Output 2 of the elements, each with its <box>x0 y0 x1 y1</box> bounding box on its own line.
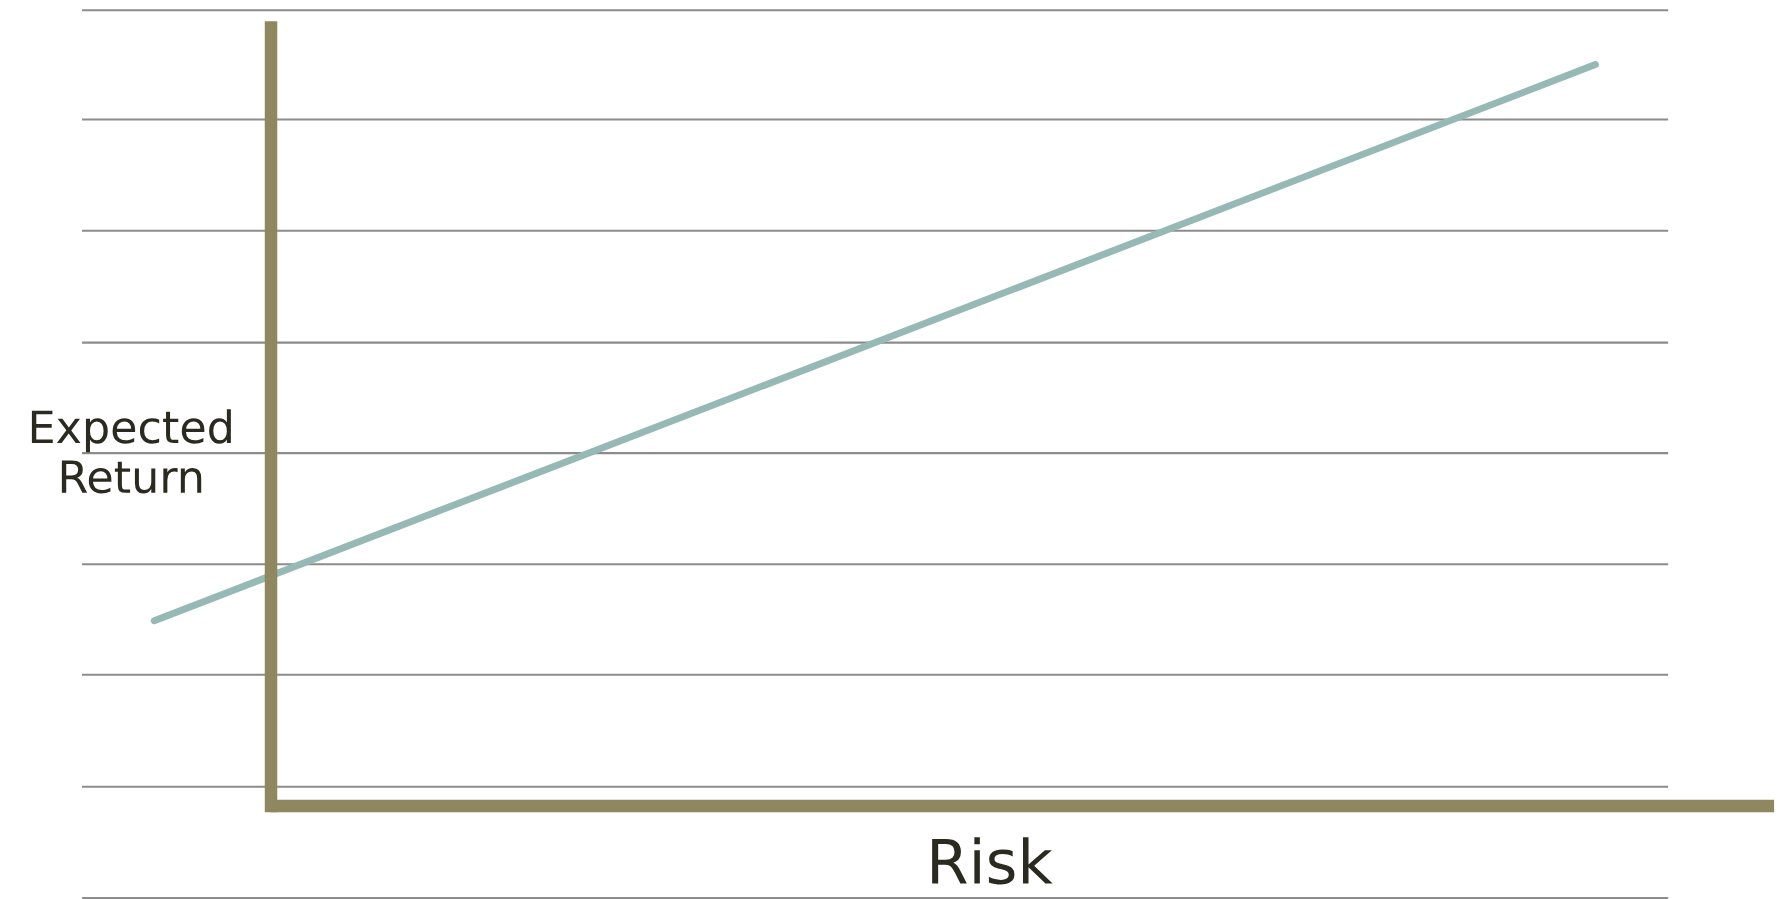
y-axis-title: Expected Return <box>31 409 231 494</box>
x-axis-title: Risk <box>932 837 1053 885</box>
